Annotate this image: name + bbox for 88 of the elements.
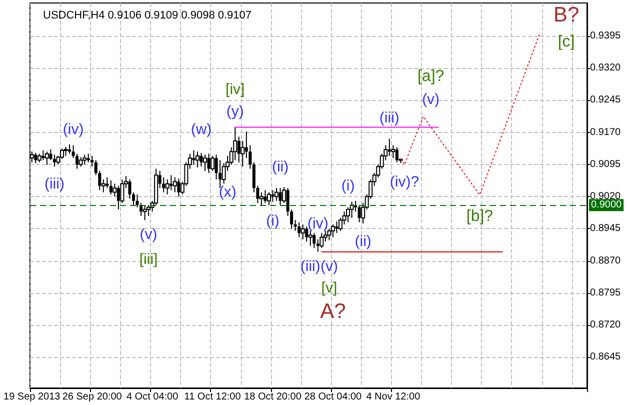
candlestick [172, 176, 177, 193]
y-tick-label: 0.8870 [590, 255, 622, 266]
candlestick [358, 204, 361, 223]
y-tick-label: 0.9095 [590, 158, 622, 170]
candlestick [395, 146, 398, 163]
annotation: (iv)? [390, 174, 420, 191]
candlestick [308, 230, 312, 246]
x-tick-label: 11 Oct 12:00 [184, 392, 242, 402]
candlestick [116, 185, 120, 210]
candlestick [109, 180, 112, 195]
y-tick-label: 0.9395 [590, 30, 622, 42]
annotation: (x) [218, 183, 236, 200]
y-tick-label: 0.8795 [590, 287, 622, 298]
candlestick [177, 178, 180, 198]
candlestick [335, 220, 338, 234]
candlestick [327, 228, 332, 241]
y-tick-label: 0.8945 [590, 223, 622, 234]
x-tick-label: 28 Oct 04:00 [304, 392, 362, 402]
x-tick-label: 4 Oct 04:00 [126, 392, 179, 402]
candlestick [146, 204, 151, 216]
candlestick [165, 178, 170, 195]
annotation: (i) [341, 177, 355, 194]
candlestick [82, 154, 87, 165]
y-tick-label: 0.9320 [590, 62, 622, 74]
candlestick [278, 188, 282, 206]
annotation: (w) [190, 120, 212, 138]
annotation: (iv) [307, 215, 328, 232]
annotation: [iv] [226, 81, 245, 98]
annotation: [c] [558, 33, 575, 50]
candlestick [388, 138, 391, 156]
candlestick [200, 152, 203, 168]
candlestick [330, 224, 335, 238]
candlestick [195, 151, 200, 168]
x-tick-label: 18 Oct 20:00 [244, 392, 302, 402]
annotation: (iii) [300, 258, 320, 275]
candlestick [207, 153, 210, 174]
candlestick [49, 148, 52, 161]
annotation: (iv) [62, 120, 84, 138]
y-tick-label: 0.9245 [590, 94, 622, 106]
candlestick [192, 150, 196, 165]
annotation: (iii) [379, 110, 400, 127]
annotation: (i) [266, 212, 280, 230]
annotation: (v) [422, 90, 440, 108]
candlestick [320, 232, 324, 248]
annotation: (v) [140, 226, 158, 244]
candlestick [170, 174, 173, 191]
ref-line-label: 0.9000 [591, 200, 622, 211]
candlestick [90, 155, 94, 168]
annotation: (v) [320, 258, 338, 275]
candlestick [305, 226, 308, 242]
candlestick [266, 192, 271, 206]
candlestick [106, 176, 109, 189]
y-tick-label: 0.8645 [590, 352, 622, 363]
candlestick [128, 178, 132, 200]
annotation: (iii) [44, 176, 64, 193]
candlestick [68, 144, 72, 154]
annotation: (ii) [272, 158, 289, 176]
annotation: [b]? [466, 208, 494, 226]
candlestick [264, 190, 267, 204]
x-tick-label: 26 Sep 20:00 [62, 392, 122, 402]
x-tick-label: 4 Nov 12:00 [366, 392, 421, 402]
candlestick [233, 126, 238, 161]
candlestick [42, 150, 45, 161]
candlestick [78, 156, 83, 168]
candlestick [274, 188, 279, 202]
candlestick [298, 222, 301, 238]
candlestick [34, 152, 38, 164]
annotation: [v] [321, 280, 338, 297]
candlestick [44, 151, 49, 166]
annotation: [iii] [139, 251, 158, 268]
annotation: [a]? [417, 68, 444, 86]
candlestick [312, 232, 316, 248]
candlestick [271, 190, 274, 202]
candlestick [142, 204, 147, 221]
candlestick [300, 224, 305, 240]
candlestick [132, 192, 135, 206]
candlestick [237, 136, 240, 163]
candlestick [203, 154, 208, 172]
y-tick-label: 0.8720 [590, 320, 622, 331]
annotation: B? [553, 3, 580, 26]
annotation: (y) [226, 102, 244, 120]
candlestick [52, 154, 56, 168]
y-tick-label: 0.9170 [590, 126, 622, 138]
x-tick-label: 19 Sep 2013 [4, 392, 61, 402]
annotation: A? [320, 300, 346, 323]
annotation: (ii) [354, 233, 372, 250]
candlestick [316, 238, 320, 252]
text: USDCHF,H4 0.9106 0.9109 0.9098 0.9107 [43, 10, 252, 22]
